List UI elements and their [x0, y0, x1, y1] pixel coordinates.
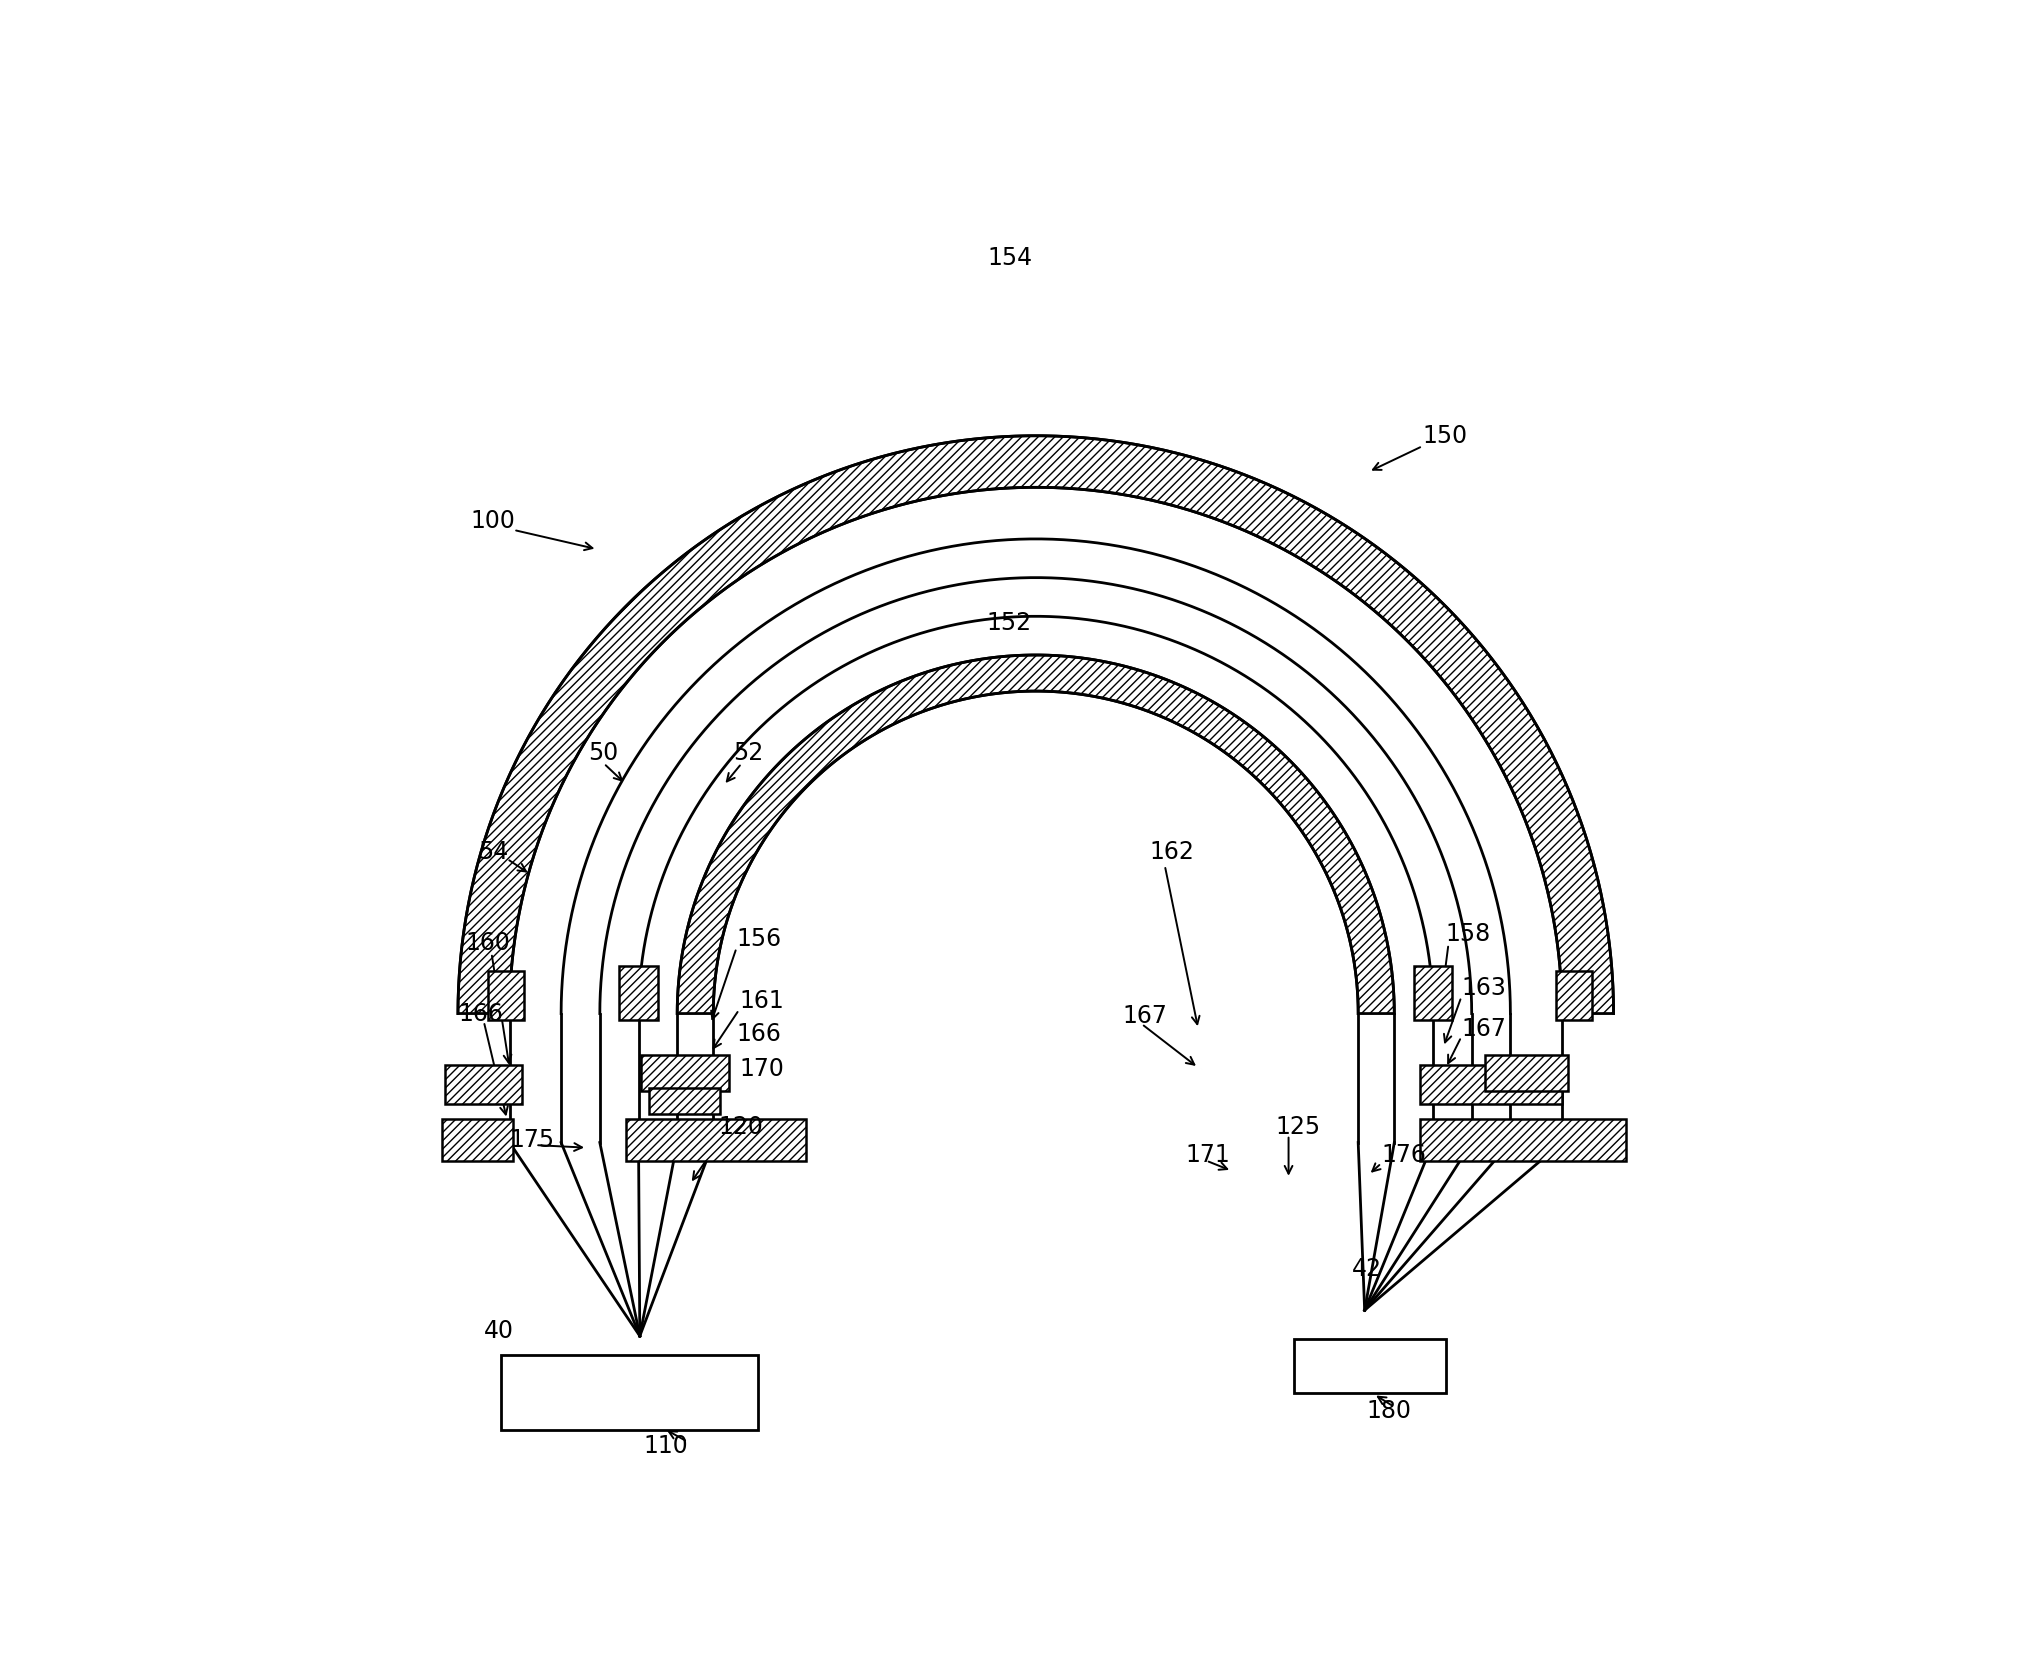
FancyBboxPatch shape [443, 1119, 513, 1161]
FancyBboxPatch shape [1485, 1055, 1568, 1090]
Polygon shape [459, 436, 1613, 1013]
FancyBboxPatch shape [641, 1055, 730, 1090]
Text: 110: 110 [643, 1434, 689, 1457]
Text: 120: 120 [719, 1116, 764, 1139]
FancyBboxPatch shape [627, 1119, 806, 1161]
Text: 171: 171 [1186, 1144, 1231, 1167]
Text: 170: 170 [740, 1057, 784, 1080]
Text: 154: 154 [988, 246, 1033, 270]
Text: 163: 163 [1461, 977, 1506, 1000]
Text: 160: 160 [465, 931, 511, 955]
Polygon shape [677, 655, 1394, 1013]
Text: 150: 150 [1423, 424, 1467, 447]
FancyBboxPatch shape [445, 1065, 523, 1104]
Text: 162: 162 [1150, 841, 1194, 864]
Text: 167: 167 [1122, 1003, 1166, 1028]
FancyBboxPatch shape [1421, 1065, 1562, 1104]
FancyBboxPatch shape [1293, 1338, 1445, 1392]
Text: 175: 175 [509, 1127, 554, 1152]
Text: 156: 156 [736, 926, 782, 951]
Text: 125: 125 [1275, 1116, 1322, 1139]
FancyBboxPatch shape [487, 971, 523, 1020]
Text: 158: 158 [1445, 921, 1491, 946]
FancyBboxPatch shape [1421, 1119, 1627, 1161]
Text: 40: 40 [483, 1318, 513, 1343]
Text: 166: 166 [736, 1022, 782, 1047]
FancyBboxPatch shape [649, 1089, 719, 1114]
Text: 166: 166 [459, 1002, 503, 1025]
Text: 180: 180 [1366, 1399, 1411, 1422]
Text: 42: 42 [1352, 1256, 1382, 1281]
FancyBboxPatch shape [1556, 971, 1593, 1020]
Text: 52: 52 [734, 740, 762, 765]
Text: 152: 152 [986, 611, 1033, 635]
Text: 50: 50 [588, 740, 618, 765]
FancyBboxPatch shape [501, 1355, 758, 1430]
Text: 161: 161 [740, 988, 784, 1013]
FancyBboxPatch shape [618, 966, 659, 1020]
FancyBboxPatch shape [1413, 966, 1453, 1020]
Text: 167: 167 [1461, 1017, 1506, 1042]
Text: 54: 54 [479, 841, 509, 864]
Text: 100: 100 [471, 509, 515, 533]
Text: 176: 176 [1382, 1144, 1427, 1167]
